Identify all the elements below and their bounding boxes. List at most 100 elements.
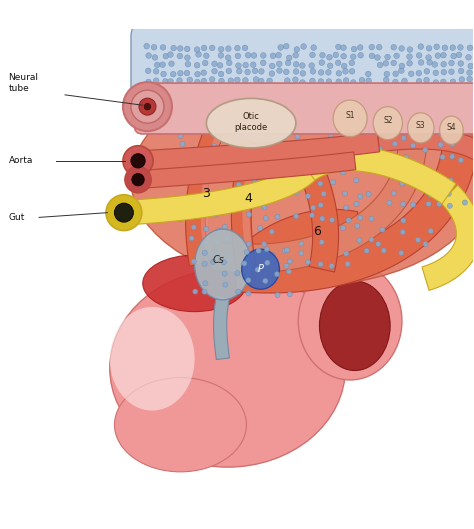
Circle shape: [184, 46, 190, 52]
Circle shape: [450, 45, 456, 50]
Circle shape: [381, 120, 386, 125]
Circle shape: [300, 80, 305, 85]
Circle shape: [294, 190, 299, 195]
Circle shape: [235, 96, 241, 102]
Polygon shape: [123, 161, 316, 225]
Circle shape: [274, 271, 280, 277]
Circle shape: [328, 95, 333, 101]
Circle shape: [245, 69, 250, 75]
Circle shape: [407, 47, 413, 52]
Circle shape: [202, 60, 208, 66]
Circle shape: [437, 131, 442, 136]
Circle shape: [252, 68, 258, 74]
Ellipse shape: [143, 255, 246, 312]
Ellipse shape: [319, 281, 390, 370]
Circle shape: [284, 263, 289, 268]
Polygon shape: [296, 156, 338, 272]
Text: S2: S2: [383, 116, 392, 125]
Circle shape: [307, 145, 312, 150]
Circle shape: [364, 248, 369, 253]
Polygon shape: [422, 185, 474, 290]
Circle shape: [253, 96, 258, 101]
Circle shape: [235, 77, 240, 83]
Circle shape: [368, 98, 374, 103]
Circle shape: [160, 44, 166, 50]
Circle shape: [218, 71, 224, 77]
Circle shape: [428, 193, 433, 198]
Circle shape: [449, 154, 455, 159]
Circle shape: [262, 194, 267, 198]
Circle shape: [341, 53, 346, 59]
Circle shape: [293, 180, 298, 186]
Circle shape: [388, 97, 393, 103]
Circle shape: [213, 166, 219, 171]
Circle shape: [226, 71, 231, 76]
Circle shape: [163, 53, 169, 59]
Circle shape: [328, 63, 333, 69]
Circle shape: [385, 54, 391, 60]
Circle shape: [153, 78, 159, 84]
Circle shape: [358, 194, 363, 199]
Circle shape: [331, 95, 336, 100]
Ellipse shape: [373, 107, 402, 140]
Circle shape: [257, 74, 262, 78]
Circle shape: [177, 88, 182, 94]
Circle shape: [201, 45, 207, 51]
Text: S4: S4: [447, 123, 456, 132]
Circle shape: [269, 63, 275, 69]
Circle shape: [215, 98, 220, 104]
Circle shape: [115, 203, 133, 222]
Circle shape: [244, 88, 249, 94]
Circle shape: [310, 205, 316, 210]
Circle shape: [330, 180, 336, 185]
Circle shape: [432, 62, 438, 67]
Circle shape: [228, 167, 233, 172]
Circle shape: [326, 69, 331, 75]
Circle shape: [263, 84, 268, 88]
Circle shape: [177, 53, 182, 59]
Circle shape: [441, 52, 447, 58]
Circle shape: [409, 71, 414, 77]
Circle shape: [306, 260, 311, 265]
Circle shape: [462, 200, 467, 205]
Circle shape: [222, 224, 228, 230]
Circle shape: [261, 177, 266, 182]
Circle shape: [191, 120, 196, 125]
Circle shape: [440, 79, 446, 85]
Circle shape: [345, 99, 350, 104]
Circle shape: [310, 213, 314, 218]
Circle shape: [423, 147, 428, 152]
Circle shape: [309, 95, 314, 101]
Circle shape: [257, 225, 263, 231]
Circle shape: [349, 96, 355, 102]
Circle shape: [297, 106, 302, 111]
Circle shape: [319, 240, 324, 245]
Circle shape: [381, 74, 386, 79]
Circle shape: [285, 60, 291, 66]
Circle shape: [292, 97, 298, 103]
Circle shape: [184, 55, 190, 60]
Circle shape: [340, 225, 346, 231]
Circle shape: [376, 241, 381, 247]
Circle shape: [293, 52, 299, 58]
Circle shape: [131, 90, 164, 123]
Circle shape: [340, 170, 346, 175]
Circle shape: [204, 226, 209, 232]
Circle shape: [435, 111, 440, 116]
Circle shape: [195, 71, 201, 77]
Circle shape: [342, 95, 347, 101]
Circle shape: [350, 80, 356, 85]
Circle shape: [366, 165, 371, 170]
Circle shape: [321, 74, 327, 79]
Circle shape: [235, 88, 241, 94]
Circle shape: [427, 60, 432, 65]
Polygon shape: [186, 129, 223, 266]
Circle shape: [189, 235, 194, 241]
Circle shape: [354, 201, 359, 206]
Circle shape: [270, 144, 275, 150]
Circle shape: [349, 68, 355, 74]
Circle shape: [318, 85, 323, 90]
Circle shape: [170, 94, 175, 99]
Circle shape: [261, 52, 266, 58]
Circle shape: [227, 87, 232, 93]
